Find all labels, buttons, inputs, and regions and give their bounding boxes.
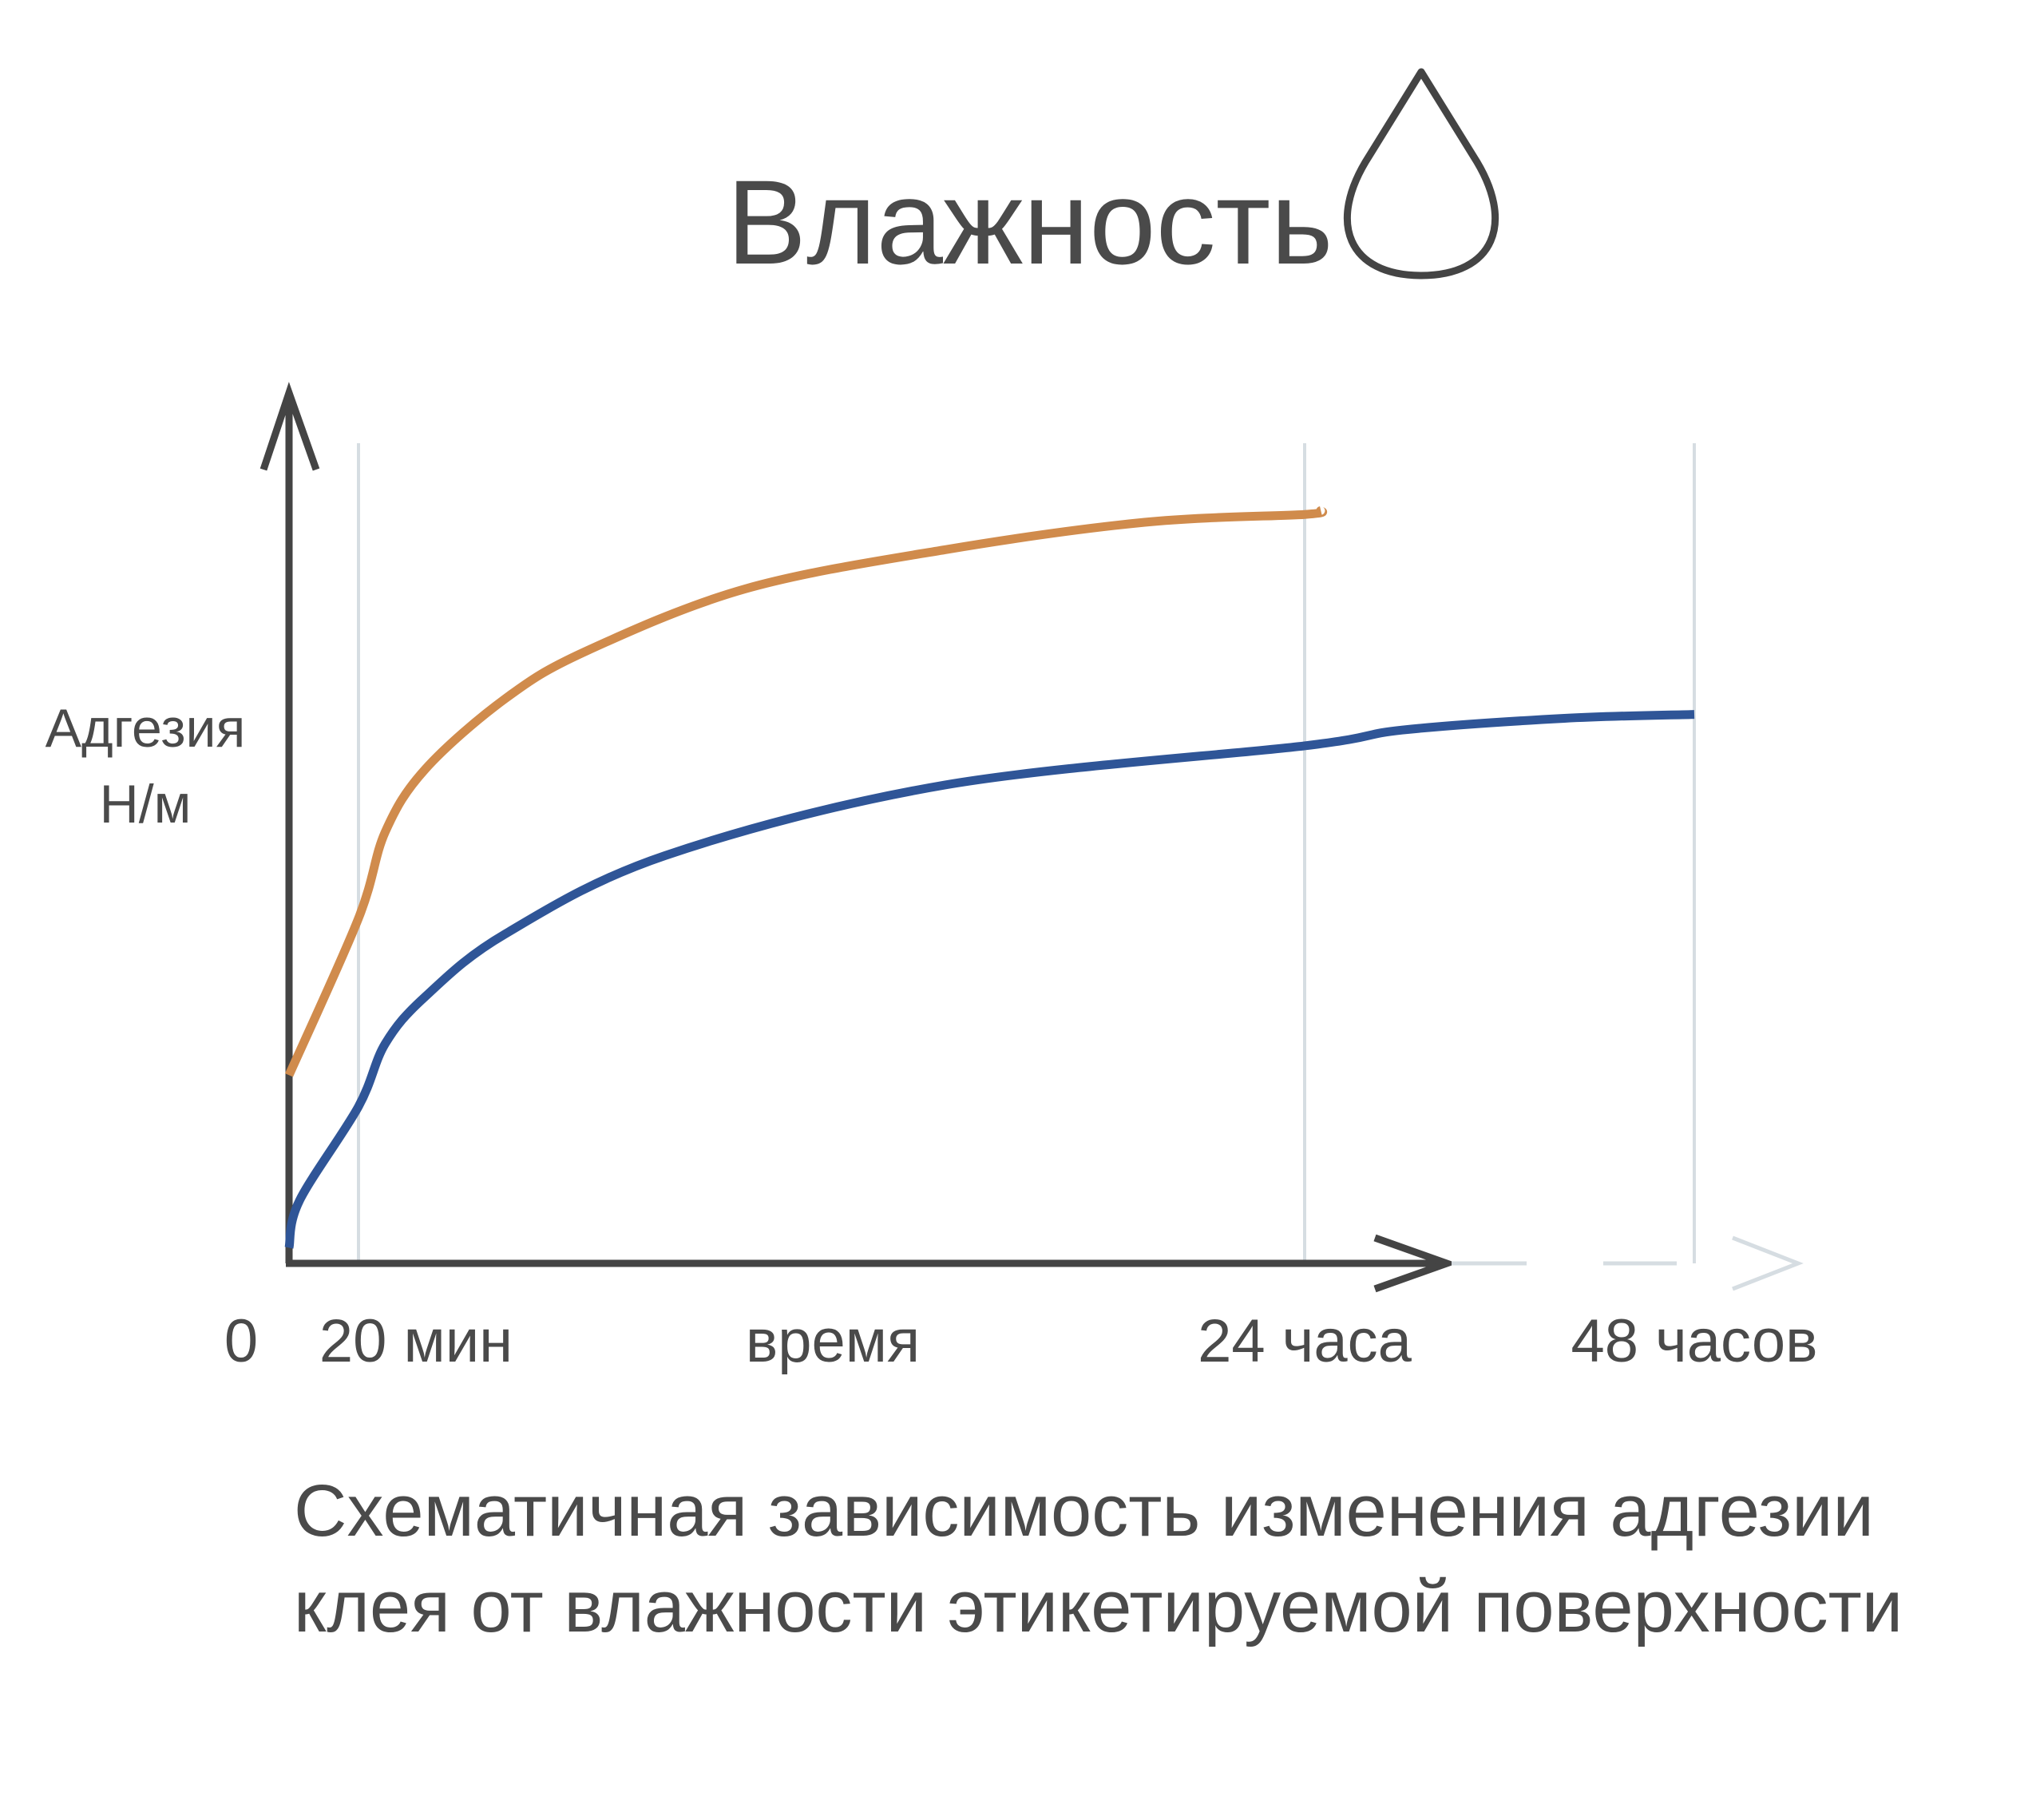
y-axis-arrow xyxy=(259,382,320,471)
caption-line2: клея от влажности этикетируемой поверхно… xyxy=(294,1566,1903,1647)
x-axis-arrow xyxy=(1373,1234,1458,1293)
x-tick-label: 48 часов xyxy=(1571,1307,1817,1375)
x-tick-label: 0 xyxy=(224,1307,258,1375)
series-line-blue xyxy=(284,710,1695,1249)
x-axis-extension-arrow xyxy=(1732,1235,1804,1291)
y-axis-label-line1: Адгезия xyxy=(46,698,246,759)
chart-title: Влажность xyxy=(727,155,1333,289)
water-drop-icon xyxy=(1343,68,1499,280)
x-tick-label: 24 часа xyxy=(1198,1307,1412,1375)
caption-line1: Схематичная зависимость изменения адгези… xyxy=(294,1470,1874,1552)
grid-layer xyxy=(357,443,1696,1263)
x-tick-label: 20 мин xyxy=(319,1307,513,1375)
series-layer xyxy=(284,506,1695,1249)
series-line-orange xyxy=(284,506,1328,1077)
x-tick-labels: 0 20 мин 24 часа 48 часов xyxy=(224,1307,1818,1375)
y-axis-label-line2: Н/м xyxy=(100,774,192,835)
x-axis-label: время xyxy=(746,1307,920,1375)
